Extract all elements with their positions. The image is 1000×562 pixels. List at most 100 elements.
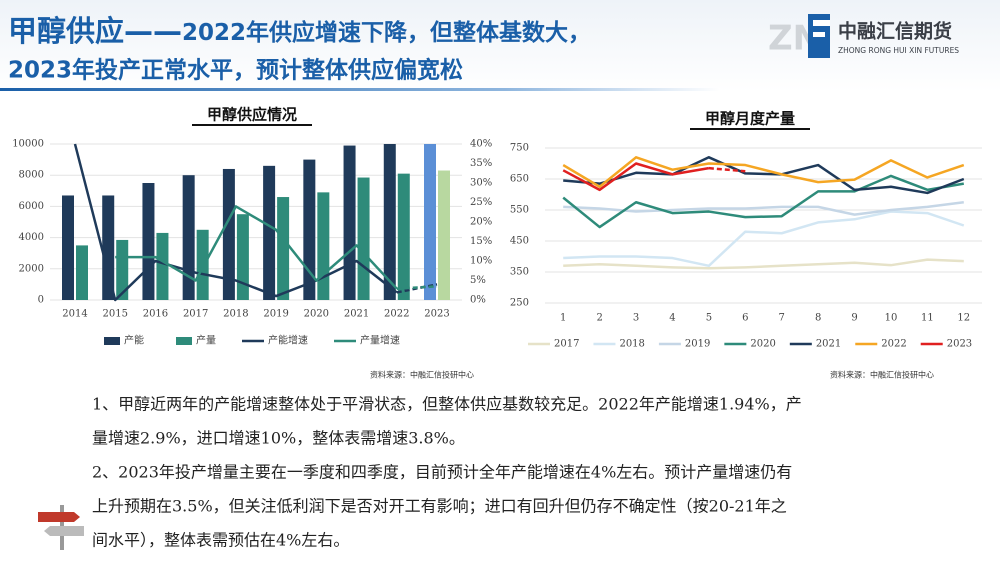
x-tick-label: 3 — [633, 313, 639, 324]
bar — [156, 232, 169, 300]
y2-tick-label: 0% — [470, 295, 486, 306]
bar — [76, 245, 88, 300]
legend-label: 2021 — [816, 339, 841, 350]
y-tick-label: 0 — [38, 295, 44, 306]
chart-title: 甲醇供应情况 — [207, 106, 297, 124]
legend-label: 2022 — [881, 339, 906, 350]
y-tick-label: 6000 — [19, 201, 44, 212]
y-tick-label: 650 — [510, 174, 529, 185]
y2-tick-label: 20% — [470, 217, 492, 228]
x-tick-label: 5 — [706, 313, 712, 324]
x-tick-label: 8 — [815, 313, 821, 324]
source: 资料来源：中融汇信投研中心 — [370, 370, 474, 380]
bar — [397, 173, 410, 300]
supply-chart: 甲醇供应情况 0 2000 4000 6000 8000 10000 0% 5% 10% 15% 20… — [12, 106, 492, 380]
bar — [357, 177, 370, 300]
chart-title: 甲醇月度产量 — [705, 110, 795, 128]
bar — [196, 229, 209, 300]
signpost-icon — [38, 505, 84, 550]
logo-cn: 中融汇信期货 — [838, 20, 952, 43]
line — [563, 156, 965, 195]
title-underline — [690, 128, 810, 130]
y-tick-label: 10000 — [12, 139, 44, 150]
y-tick-label: 350 — [510, 267, 529, 278]
bar — [317, 192, 330, 300]
y-tick-label: 750 — [510, 143, 529, 154]
legend-label: 2018 — [619, 339, 644, 350]
x-tick-label: 2017 — [183, 309, 208, 320]
line — [563, 201, 964, 216]
y-tick-label: 2000 — [19, 263, 44, 274]
y2-tick-label: 30% — [470, 178, 492, 189]
line-forecast — [396, 285, 438, 290]
title: 甲醇供应——2022年供应增速下降，但整体基数大， — [8, 14, 591, 48]
y2-tick-label: 15% — [470, 236, 492, 247]
logo-icon-cut — [813, 20, 830, 26]
bar — [383, 144, 396, 300]
x-tick-label: 2 — [596, 313, 602, 324]
bar — [263, 165, 276, 300]
bar — [142, 183, 155, 300]
x-tick-label: 9 — [851, 313, 857, 324]
x-tick-label: 6 — [742, 313, 748, 324]
x-tick-label: 2014 — [62, 309, 87, 320]
logo-en: ZHONG RONG HUI XIN FUTURES — [838, 46, 959, 55]
legend-label: 产能 — [124, 334, 144, 347]
source: 资料来源：中融汇信投研中心 — [830, 370, 934, 380]
x-tick-label: 4 — [669, 313, 675, 324]
legend-label: 2023 — [947, 339, 972, 350]
x-tick-label: 11 — [921, 313, 934, 324]
line — [115, 205, 398, 290]
legend-label: 2019 — [685, 339, 710, 350]
body-line: 量增速2.9%，进口增速10%，整体表需增速3.8%。 — [92, 429, 465, 448]
x-tick-label: 12 — [957, 313, 970, 324]
y-tick-label: 8000 — [19, 170, 44, 181]
x-tick-label: 2015 — [102, 309, 127, 320]
y2-tick-label: 10% — [470, 256, 492, 267]
bar — [424, 144, 436, 300]
y2-tick-label: 25% — [470, 197, 492, 208]
body-text: 1、甲醇近两年的产能增速整体处于平滑状态，但整体供应基数较充足。2022年产能增… — [92, 395, 802, 550]
x-tick-label: 2021 — [344, 309, 369, 320]
x-tick-label: 2022 — [384, 309, 409, 320]
title-underline — [192, 124, 312, 126]
body-line: 1、甲醇近两年的产能增速整体处于平滑状态，但整体供应基数较充足。2022年产能增… — [92, 395, 802, 414]
x-tick-label: 2018 — [223, 309, 248, 320]
x-tick-label: 2019 — [263, 309, 288, 320]
header-rule — [0, 88, 720, 91]
x-tick-label: 1 — [560, 313, 566, 324]
bar — [116, 239, 129, 300]
line — [562, 156, 965, 188]
line — [73, 143, 398, 302]
y-tick-label: 450 — [510, 236, 529, 247]
body-line: 上升预期在3.5%，但关注低利润下是否对开工有影响；进口有回升但仍存不确定性（按… — [92, 497, 787, 516]
legend-swatch — [104, 337, 120, 345]
x-tick-label: 2020 — [304, 309, 329, 320]
line — [563, 210, 965, 268]
header-bg — [0, 0, 1000, 92]
bar — [102, 195, 115, 300]
y-tick-label: 550 — [510, 205, 529, 216]
bar — [182, 175, 195, 300]
bar — [303, 159, 316, 300]
line — [562, 162, 710, 192]
line — [563, 258, 964, 270]
legend-swatch — [176, 337, 192, 345]
legend-label: 产能增速 — [268, 334, 308, 347]
x-tick-label: 7 — [779, 313, 785, 324]
legend-label: 2017 — [554, 339, 579, 350]
y2-tick-label: 40% — [470, 139, 492, 150]
legend-label: 2020 — [750, 339, 775, 350]
line-forecast — [708, 166, 746, 173]
bar — [343, 145, 356, 300]
bar — [236, 214, 249, 300]
line — [562, 174, 965, 229]
x-tick-label: 2023 — [424, 309, 449, 320]
body-line: 间水平），整体表需预估在4%左右。 — [92, 531, 349, 550]
y-tick-label: 4000 — [19, 232, 44, 243]
x-tick-label: 10 — [885, 313, 898, 324]
bar — [277, 197, 290, 300]
logo-icon-cut — [813, 32, 825, 37]
